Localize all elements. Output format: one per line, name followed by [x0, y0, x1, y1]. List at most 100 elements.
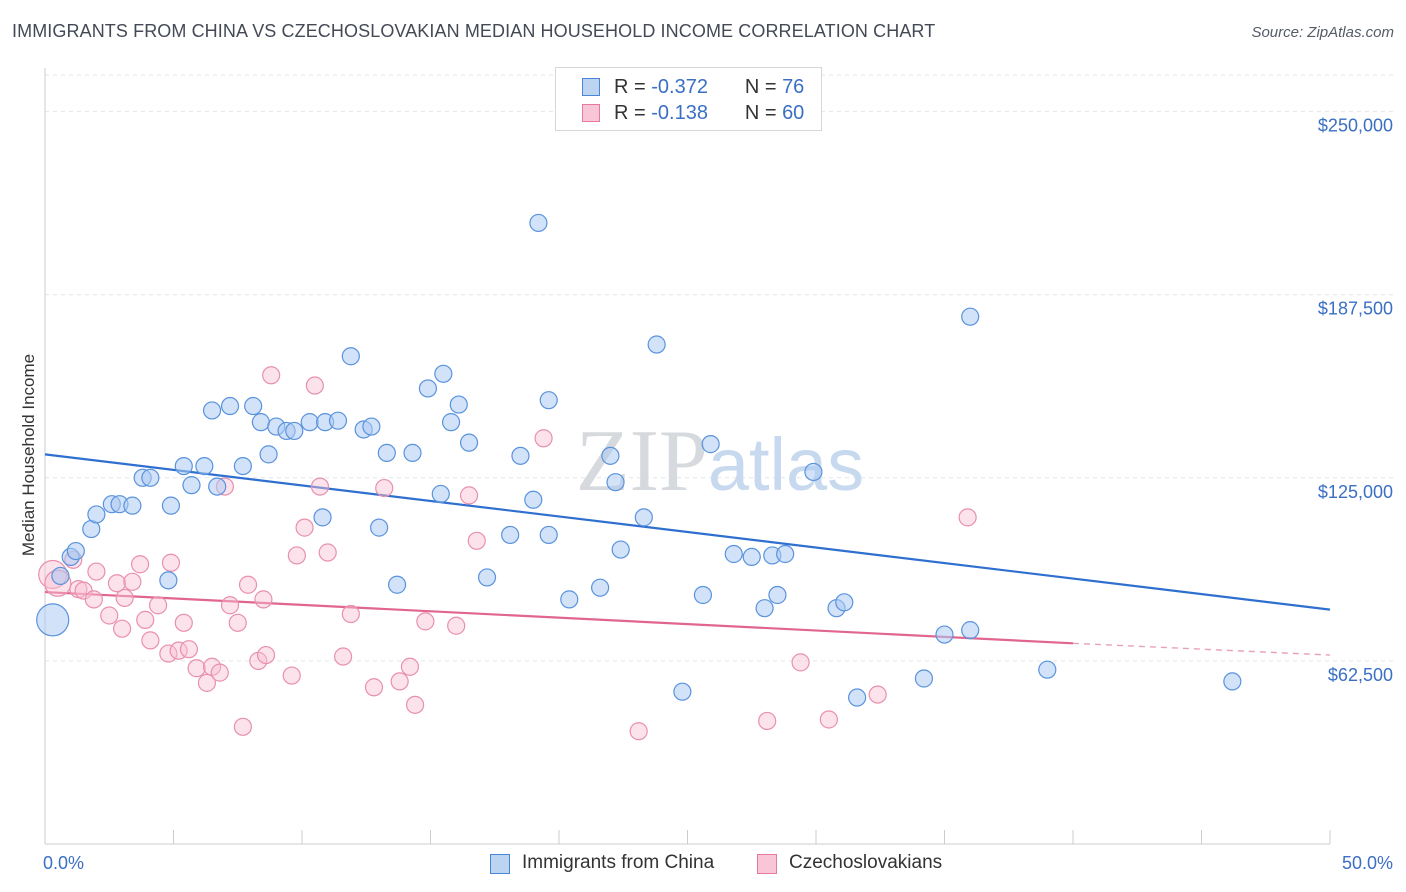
china-point — [208, 477, 227, 496]
china-point — [961, 307, 980, 326]
china-point — [647, 335, 666, 354]
chart-source: Source: ZipAtlas.com — [1251, 24, 1394, 41]
czech-point — [334, 647, 353, 666]
czech-point — [310, 477, 330, 496]
china-point — [87, 505, 106, 524]
czech-point — [123, 572, 142, 591]
czech-point — [390, 672, 409, 691]
czech-point — [295, 518, 314, 537]
czech-point — [287, 546, 306, 565]
china-point — [244, 396, 263, 416]
china-point — [539, 391, 558, 410]
czech-point — [534, 429, 553, 448]
china-point — [804, 462, 823, 482]
china-point — [835, 593, 854, 612]
y-tick-label: $62,500 — [1328, 665, 1393, 685]
china-point — [724, 544, 743, 564]
czech-point — [161, 553, 181, 572]
china-point — [285, 421, 304, 441]
china-point — [634, 508, 653, 527]
china-point — [233, 456, 252, 476]
czech-point — [341, 604, 360, 624]
czech-point — [400, 657, 420, 676]
legend-n-value-china: 76 — [782, 76, 805, 98]
x-tick-label: 50.0% — [1342, 853, 1393, 873]
china-point — [174, 456, 193, 476]
china-point — [161, 496, 181, 515]
czech-point — [141, 631, 160, 650]
czech-point — [210, 663, 229, 682]
y-tick-label: $250,000 — [1318, 116, 1393, 136]
bottom-legend-swatch-china — [490, 854, 510, 874]
czech-point — [174, 613, 193, 632]
czech-point — [791, 653, 810, 672]
czech-trend-extension — [1072, 642, 1331, 656]
watermark: ZIPatlas — [576, 413, 864, 510]
china-point — [387, 575, 407, 594]
china-point — [441, 413, 461, 432]
correlation-legend: R = -0.372 N = 76 R = -0.138 N = 60 — [555, 67, 822, 131]
china-point — [66, 541, 85, 561]
czech-point — [256, 645, 276, 665]
legend-swatch-czech — [582, 104, 600, 122]
czech-point — [364, 678, 384, 697]
czech-point — [238, 575, 258, 594]
czech-point — [130, 555, 150, 574]
china-point — [449, 395, 468, 414]
czech-point — [136, 610, 155, 629]
china-point — [1223, 672, 1242, 691]
china-point — [524, 490, 543, 509]
china-point — [259, 445, 278, 464]
china-point — [591, 578, 610, 597]
china-point — [141, 468, 160, 487]
czech-point — [115, 588, 134, 608]
china-point — [693, 585, 713, 605]
china-point — [560, 590, 579, 609]
legend-swatch-china — [582, 78, 600, 96]
china-point — [36, 603, 70, 637]
china-point — [601, 446, 620, 465]
legend-r-value-china: -0.372 — [651, 76, 708, 98]
china-point — [673, 682, 692, 701]
bottom-legend-label-china: Immigrants from China — [522, 852, 715, 873]
china-point — [501, 525, 520, 545]
czech-point — [467, 531, 486, 550]
czech-point — [375, 478, 394, 498]
china-point — [431, 484, 450, 504]
czech-point — [459, 486, 479, 505]
china-point — [370, 518, 389, 537]
czech-point — [958, 508, 977, 527]
china-point — [611, 540, 630, 559]
czech-point — [84, 590, 103, 609]
china-point — [701, 435, 720, 454]
china-point — [418, 379, 438, 398]
czech-point — [159, 644, 178, 663]
czech-point — [629, 722, 648, 741]
czech-point — [758, 711, 777, 731]
china-point — [434, 364, 453, 383]
china-point — [606, 473, 625, 492]
czech-point — [220, 596, 240, 615]
czech-point — [233, 717, 252, 736]
legend-r-value-czech: -0.138 — [651, 102, 708, 124]
chart-title: IMMIGRANTS FROM CHINA VS CZECHOSLOVAKIAN… — [12, 21, 936, 41]
czech-point — [148, 596, 168, 615]
china-point — [477, 568, 497, 587]
china-point — [403, 443, 422, 463]
czech-point — [254, 590, 273, 609]
czech-point — [187, 659, 206, 678]
china-point — [377, 443, 396, 463]
czech-point — [318, 543, 337, 562]
czech-point — [282, 666, 301, 685]
czech-trend-line — [44, 590, 1074, 645]
china-point — [341, 347, 360, 366]
legend-n-label: N = — [744, 102, 777, 124]
czech-point — [228, 613, 247, 632]
china-point — [539, 525, 558, 545]
y-tick-label: $125,000 — [1318, 482, 1393, 502]
czech-point — [179, 640, 199, 659]
czech-point — [107, 574, 127, 593]
china-point — [529, 213, 548, 233]
czech-point — [447, 616, 466, 635]
